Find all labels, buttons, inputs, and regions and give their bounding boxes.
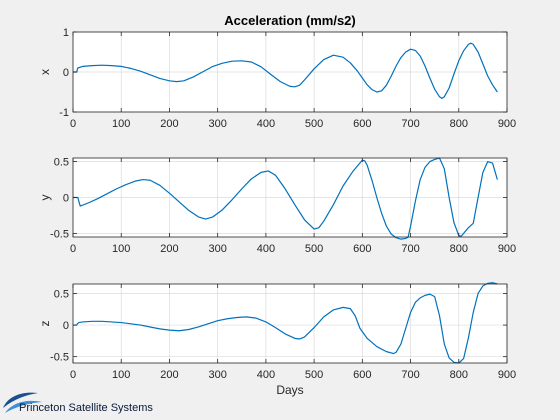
x-tick-label: 600 [353,369,371,381]
y-axis-label: z [38,321,52,327]
x-tick-label: 400 [257,369,275,381]
y-tick-label: -1 [59,107,69,119]
x-tick-label: 300 [208,369,226,381]
x-tick-label: 0 [70,243,76,255]
x-tick-label: 900 [498,118,516,130]
brand-logo-text: Princeton Satellite Systems [19,402,153,414]
y-axis-label: x [38,69,52,75]
y-tick-label: -0.5 [50,228,69,240]
x-tick-label: 700 [401,118,419,130]
x-tick-label: 900 [498,243,516,255]
x-tick-label: 0 [70,369,76,381]
subplot-y-acceleration: 0 100 200 300 400 500 600 700 800 900-0.500.5y [38,157,516,255]
chart-title: Acceleration (mm/s2) [224,13,356,28]
x-tick-label: 100 [112,369,130,381]
y-tick-label: -0.5 [50,352,69,364]
y-axis-label: y [38,195,52,201]
swoosh-logo-icon [3,392,42,413]
x-tick-label: 200 [160,369,178,381]
x-axis-label: Days [276,383,303,397]
y-tick-label: 0.5 [54,157,69,169]
subplot-x-acceleration: 0 100 200 300 400 500 600 700 800 900-101xAcceler… [38,13,516,130]
x-tick-label: 600 [353,243,371,255]
y-tick-label: 1 [63,27,69,39]
x-tick-label: 800 [450,369,468,381]
series-line-y [73,157,498,240]
x-tick-label: 500 [305,369,323,381]
x-tick-label: 100 [112,118,130,130]
series-line-z [73,282,498,364]
x-tick-label: 500 [305,118,323,130]
x-tick-label: 700 [401,369,419,381]
x-tick-label: 500 [305,243,323,255]
x-tick-label: 400 [257,118,275,130]
brand-logo: Princeton Satellite Systems [3,392,153,414]
x-tick-label: 300 [208,243,226,255]
series-line-x [73,42,498,99]
x-tick-label: 200 [160,243,178,255]
y-tick-label: 0.5 [54,288,69,300]
x-tick-label: 900 [498,369,516,381]
x-tick-label: 700 [401,243,419,255]
y-tick-label: 0 [63,193,69,205]
axes-box [72,283,508,364]
x-tick-label: 300 [208,118,226,130]
y-tick-label: 0 [63,67,69,79]
subplot-z-acceleration: 0 100 200 300 400 500 600 700 800 900-0.500.5zDay… [38,282,516,397]
axes-background [73,284,507,363]
x-tick-label: 100 [112,243,130,255]
y-tick-label: 0 [63,320,69,332]
x-tick-label: 400 [257,243,275,255]
x-tick-label: 800 [450,118,468,130]
x-tick-label: 600 [353,118,371,130]
x-tick-label: 200 [160,118,178,130]
x-tick-label: 800 [450,243,468,255]
x-tick-label: 0 [70,118,76,130]
